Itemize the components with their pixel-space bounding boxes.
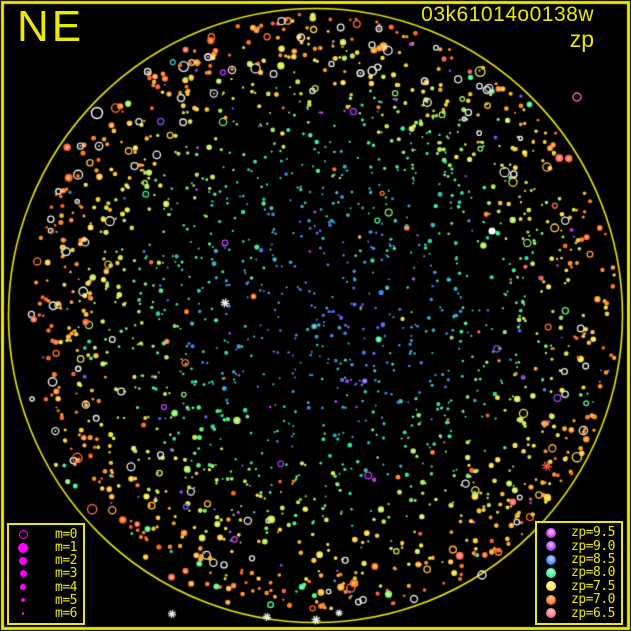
dot-icon [546, 581, 556, 592]
zp-marker [541, 541, 561, 552]
orientation-label: NE [17, 2, 85, 51]
open-circle-icon [18, 530, 28, 540]
legend-label: m=3 [55, 566, 77, 582]
dot-icon [19, 570, 27, 578]
legend-row: zp=9.5 [541, 526, 617, 539]
legend-row: zp=7.5 [541, 580, 617, 593]
legend-row: m=4 [13, 581, 79, 594]
legend-label: m=6 [55, 605, 77, 621]
legend-label: m=2 [55, 553, 77, 569]
zp-marker [541, 608, 561, 619]
zp-marker [541, 554, 561, 565]
filled-circle-marker [13, 584, 33, 590]
filled-circle-marker [13, 598, 33, 603]
dot-icon [546, 541, 556, 552]
zp-marker [541, 594, 561, 605]
dot-icon [546, 567, 556, 578]
magnitude-legend: m=0 m=1 m=2 m=3 m=4 m=5 m=6 [7, 523, 85, 625]
zp-marker [541, 527, 561, 538]
open-circle-marker [13, 530, 33, 540]
dot-icon [20, 584, 26, 590]
legend-label: m=0 [55, 527, 77, 543]
title-block: 03k61014o0138w zp [421, 3, 594, 53]
dot-icon [21, 598, 25, 603]
dot-icon [546, 554, 556, 565]
dot-icon [18, 556, 28, 566]
dot-icon [546, 594, 556, 605]
legend-label: zp=6.5 [571, 605, 615, 621]
legend-label: m=5 [55, 592, 77, 608]
legend-label: zp=8.5 [571, 552, 615, 568]
legend-row: m=0 [13, 528, 79, 541]
legend-row: m=2 [13, 554, 79, 567]
legend-label: zp=7.0 [571, 592, 615, 608]
quantity-label: zp [569, 26, 594, 53]
legend-row: m=1 [13, 541, 79, 554]
dot-icon [21, 612, 25, 615]
legend-label: m=4 [55, 579, 77, 595]
legend-row: zp=8.0 [541, 566, 617, 579]
legend-row: m=5 [13, 594, 79, 607]
legend-row: m=3 [13, 567, 79, 580]
dot-icon [546, 527, 556, 538]
filled-circle-marker [13, 570, 33, 578]
dot-icon [546, 608, 556, 619]
legend-label: zp=8.0 [571, 565, 615, 581]
zp-marker [541, 567, 561, 578]
filled-circle-marker [13, 556, 33, 566]
legend-row: zp=6.5 [541, 607, 617, 620]
legend-label: zp=7.5 [571, 578, 615, 594]
legend-label: zp=9.0 [571, 538, 615, 554]
dot-icon [18, 542, 28, 553]
zp-legend: zp=9.5 zp=9.0 zp=8.5 zp=8.0 zp=7.5 zp=7.0 zp=6… [535, 521, 623, 625]
legend-row: zp=8.5 [541, 553, 617, 566]
chart-title: 03k61014o0138w [421, 3, 594, 26]
filled-circle-marker [13, 542, 33, 553]
legend-label: m=1 [55, 540, 77, 556]
zp-marker [541, 581, 561, 592]
legend-row: zp=9.0 [541, 540, 617, 553]
filled-circle-marker [13, 612, 33, 615]
legend-row: m=6 [13, 607, 79, 620]
legend-label: zp=9.5 [571, 525, 615, 541]
legend-row: zp=7.0 [541, 593, 617, 606]
